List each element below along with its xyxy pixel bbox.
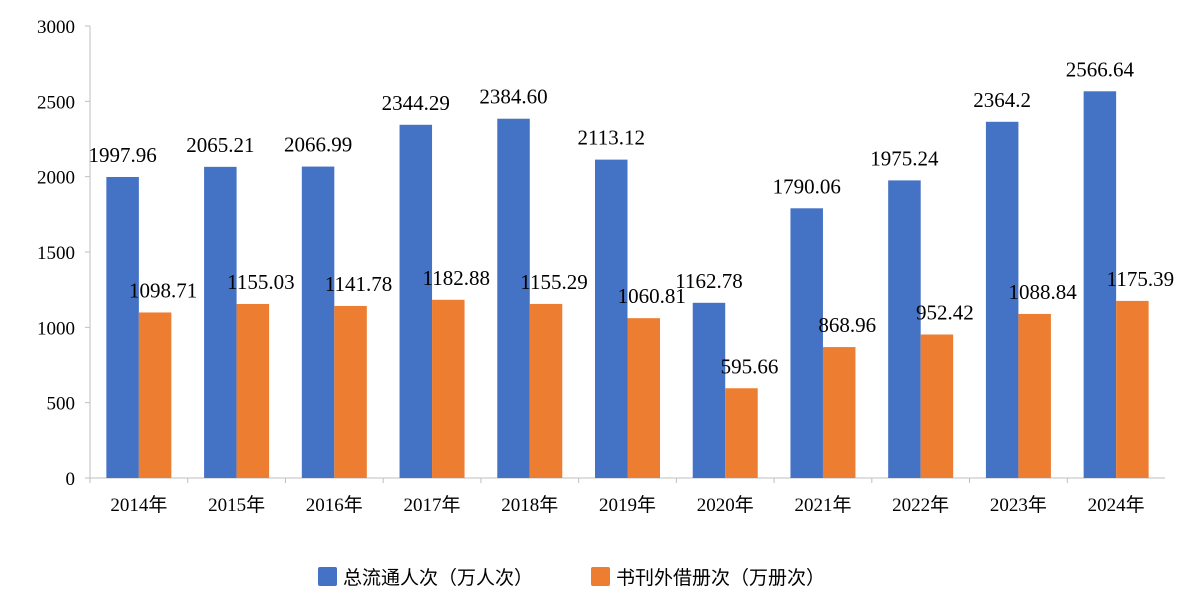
data-label: 2566.64 [1066,57,1135,81]
x-tick-label: 2014年 [110,494,167,516]
data-label: 1975.24 [870,146,939,170]
y-tick-label: 0 [66,469,76,490]
data-label: 2344.29 [382,91,450,115]
bar-loans [432,299,465,478]
data-label: 1182.88 [423,266,490,290]
x-tick-label: 2023年 [990,494,1047,516]
bar-loans [627,318,660,478]
y-tick-label: 2500 [37,92,75,113]
data-label: 1060.81 [618,284,686,308]
y-tick-label: 2000 [37,168,75,189]
bar-visits [497,118,530,478]
legend-label: 书刊外借册次（万册次） [616,567,825,589]
x-tick-label: 2019年 [599,494,656,516]
data-label: 1141.78 [325,272,392,296]
legend-swatch [591,567,610,586]
data-label: 1175.39 [1107,267,1174,291]
x-tick-label: 2020年 [697,494,754,516]
x-tick-label: 2024年 [1088,494,1145,516]
bar-visits [595,159,628,478]
bar-visits [985,121,1019,478]
bar-visits [692,302,726,478]
data-label: 868.96 [818,313,876,337]
bar-loans [334,305,367,478]
x-tick-label: 2022年 [892,494,949,516]
bar-visits [399,124,433,478]
bar-loans [920,334,954,478]
bar-visits [106,176,139,478]
data-label: 2384.60 [479,85,547,109]
data-label: 1088.84 [1009,280,1078,304]
y-tick-label: 1500 [37,243,75,264]
bar-visits [204,166,237,479]
data-label: 2364.2 [973,88,1031,112]
data-label: 595.66 [721,354,779,378]
legend-swatch [318,567,337,586]
x-tick-label: 2017年 [404,494,461,516]
bar-loans [1116,300,1149,478]
bar-visits [1083,91,1117,478]
data-label: 1790.06 [773,174,841,198]
bar-visits [301,166,335,479]
legend-label: 总流通人次（万人次） [343,567,533,589]
bar-loans [1018,313,1051,478]
data-label: 2066.99 [284,133,352,157]
data-label: 1098.71 [129,278,197,302]
y-tick-label: 500 [47,394,76,415]
data-label: 1162.78 [675,269,742,293]
bar-visits [790,208,823,479]
bar-loans [529,303,563,478]
x-tick-label: 2021年 [794,494,851,516]
bar-loans [236,303,270,478]
x-tick-label: 2018年 [501,494,558,516]
x-tick-label: 2016年 [306,494,363,516]
y-tick-label: 3000 [37,17,75,38]
bar-visits [888,180,921,479]
data-label: 1155.03 [227,270,294,294]
bar-loans [138,312,172,478]
y-tick-label: 1000 [37,318,75,339]
x-tick-label: 2015年 [208,494,265,516]
data-label: 1997.96 [88,143,156,167]
data-label: 2113.12 [578,126,645,150]
data-label: 2065.21 [186,133,254,157]
data-label: 1155.29 [520,270,587,294]
bar-loans [725,388,758,478]
data-label: 952.42 [916,301,974,325]
bar-loans [822,347,856,478]
